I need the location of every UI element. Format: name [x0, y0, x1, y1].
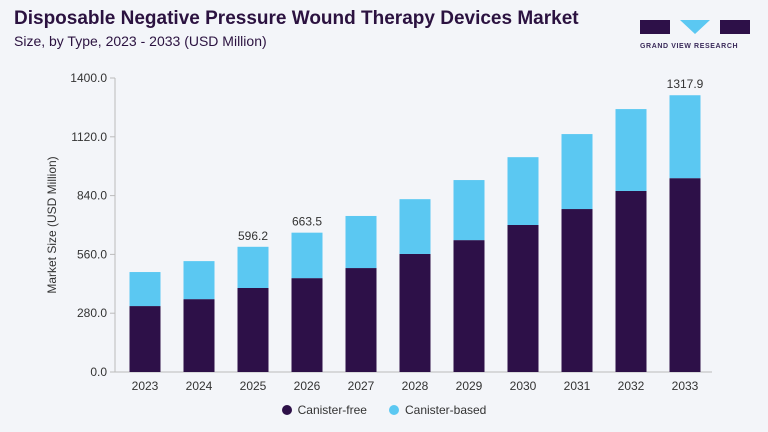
x-tick-label: 2030 [510, 379, 537, 393]
bar-canister-free-2026 [291, 278, 323, 372]
x-tick-label: 2024 [186, 379, 213, 393]
x-tick-label: 2032 [618, 379, 645, 393]
x-tick-label: 2028 [402, 379, 429, 393]
bar-canister-based-2024 [183, 261, 215, 300]
bar-canister-free-2024 [183, 299, 215, 372]
x-tick-label: 2023 [132, 379, 159, 393]
x-tick-label: 2031 [564, 379, 591, 393]
x-tick-label: 2025 [240, 379, 267, 393]
legend-label: Canister-based [404, 403, 487, 417]
bar-canister-free-2029 [453, 240, 485, 372]
bar-canister-based-2023 [129, 272, 161, 307]
bar-canister-based-2032 [615, 109, 647, 191]
y-tick-label: 280.0 [77, 306, 107, 320]
y-tick-label: 560.0 [77, 247, 107, 261]
x-tick-label: 2029 [456, 379, 483, 393]
legend: Canister-free Canister-based [0, 403, 768, 417]
bar-canister-based-2028 [399, 199, 431, 254]
bar-canister-free-2031 [561, 209, 593, 372]
legend-swatch [281, 405, 292, 415]
bar-canister-free-2028 [399, 253, 431, 372]
legend-item-canister-based[interactable]: Canister-based [388, 403, 487, 417]
bar-canister-based-2030 [507, 157, 539, 225]
bar-canister-free-2023 [129, 306, 161, 372]
grand-view-research-logo [640, 20, 750, 34]
y-tick-label: 1120.0 [71, 130, 107, 144]
bar-canister-free-2032 [615, 190, 647, 372]
x-tick-label: 2026 [294, 379, 321, 393]
y-axis-label: Market Size (USD Million) [45, 156, 59, 293]
legend-item-canister-free[interactable]: Canister-free [281, 403, 367, 417]
y-tick-label: 1400.0 [70, 71, 107, 85]
x-tick-label: 2027 [348, 379, 375, 393]
chart-title: Disposable Negative Pressure Wound Thera… [14, 8, 579, 29]
bar-canister-free-2033 [669, 178, 701, 372]
bar-canister-based-2033 [669, 95, 701, 179]
data-label: 663.5 [292, 215, 322, 229]
bar-canister-based-2025 [237, 246, 269, 288]
bar-canister-free-2025 [237, 288, 269, 372]
y-tick-label: 840.0 [77, 189, 107, 203]
data-label: 596.2 [238, 229, 268, 243]
legend-swatch [388, 405, 399, 415]
bar-canister-based-2029 [453, 180, 485, 241]
bar-canister-based-2026 [291, 232, 323, 279]
bar-canister-based-2027 [345, 215, 377, 269]
y-tick-label: 0.0 [90, 365, 107, 379]
bar-canister-free-2030 [507, 225, 539, 372]
data-label: 1317.9 [667, 77, 704, 91]
legend-label: Canister-free [297, 403, 367, 417]
x-tick-label: 2033 [672, 379, 699, 393]
logo-text: GRAND VIEW RESEARCH [640, 43, 739, 50]
chart-subtitle: Size, by Type, 2023 - 2033 (USD Million) [14, 33, 267, 49]
bar-canister-based-2031 [561, 134, 593, 210]
bar-canister-free-2027 [345, 268, 377, 372]
